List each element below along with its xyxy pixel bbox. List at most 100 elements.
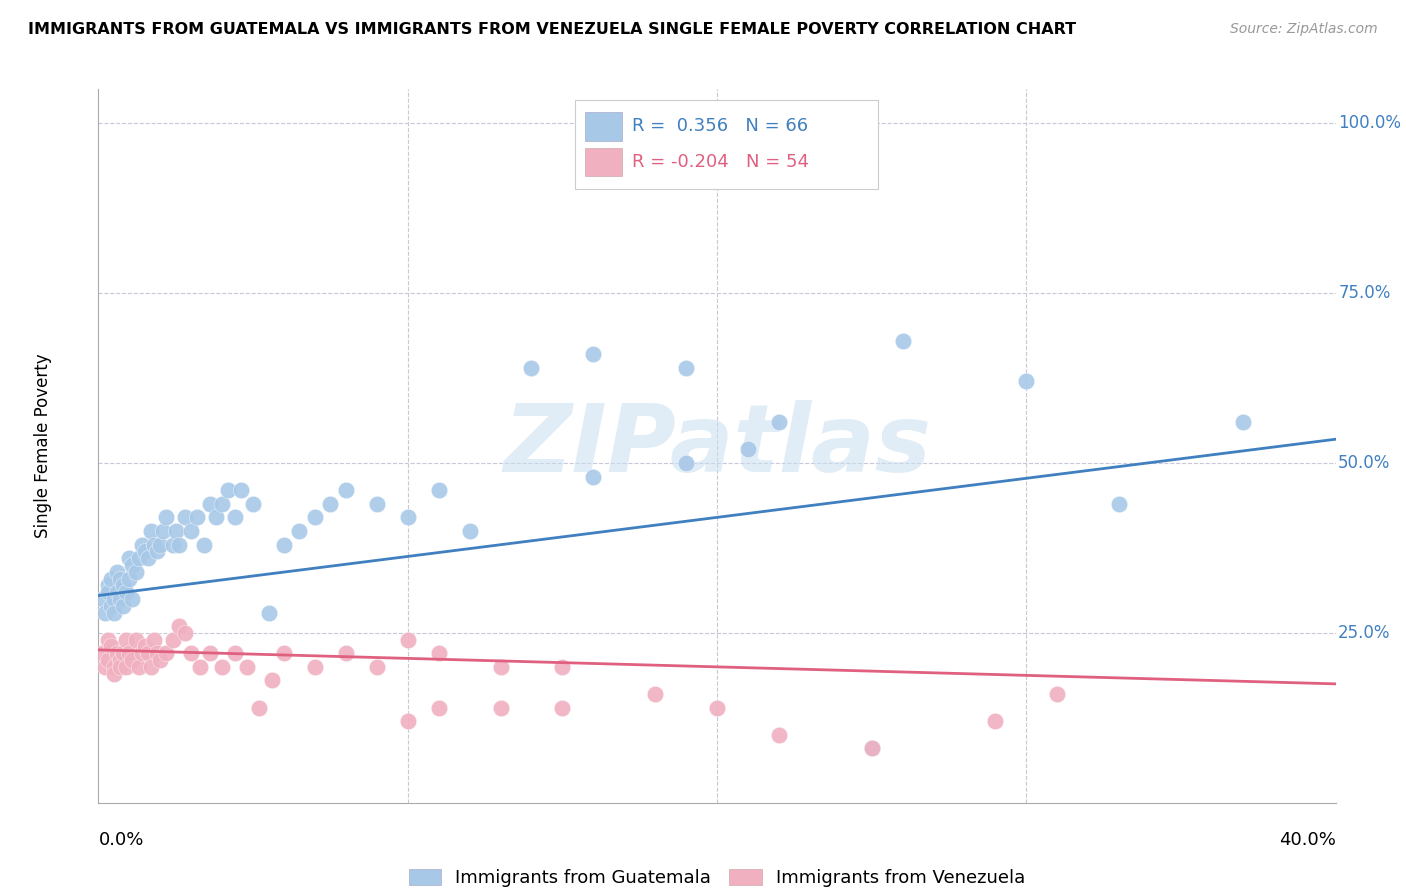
FancyBboxPatch shape [585, 112, 621, 141]
Point [103, 591, 125, 606]
Point [115, 660, 138, 674]
Point [427, 646, 450, 660]
Point [1232, 415, 1254, 429]
Point [162, 537, 184, 551]
Point [174, 510, 197, 524]
Point [97, 632, 120, 647]
Point [427, 483, 450, 498]
Point [198, 646, 221, 660]
Text: Source: ZipAtlas.com: Source: ZipAtlas.com [1230, 22, 1378, 37]
Point [131, 646, 153, 660]
Point [304, 510, 326, 524]
Point [143, 632, 166, 647]
Point [217, 483, 239, 498]
Point [112, 578, 135, 592]
Point [105, 565, 128, 579]
Point [93, 606, 115, 620]
Point [768, 415, 790, 429]
Point [121, 591, 143, 606]
Point [162, 632, 184, 647]
Point [644, 687, 666, 701]
Point [366, 497, 388, 511]
Text: 75.0%: 75.0% [1339, 284, 1391, 302]
Point [108, 660, 131, 674]
Point [582, 469, 605, 483]
Point [706, 700, 728, 714]
Point [100, 572, 122, 586]
Point [112, 646, 135, 660]
Point [149, 653, 172, 667]
Point [1015, 375, 1038, 389]
Point [124, 565, 146, 579]
Point [1108, 497, 1130, 511]
Point [247, 700, 270, 714]
Text: R = -0.204   N = 54: R = -0.204 N = 54 [631, 153, 808, 171]
Point [103, 606, 125, 620]
Point [211, 497, 233, 511]
Point [335, 646, 357, 660]
Point [737, 442, 759, 457]
Point [427, 700, 450, 714]
Point [136, 551, 159, 566]
Point [860, 741, 883, 756]
Point [236, 660, 259, 674]
Point [139, 524, 162, 538]
Point [108, 653, 131, 667]
Point [139, 660, 162, 674]
Point [118, 646, 141, 660]
Point [304, 660, 326, 674]
Point [520, 360, 543, 375]
Point [319, 497, 342, 511]
Point [224, 646, 246, 660]
Text: 0.0%: 0.0% [98, 831, 143, 849]
Point [165, 524, 187, 538]
Point [108, 572, 131, 586]
Point [260, 673, 283, 688]
Point [273, 537, 295, 551]
Point [105, 646, 128, 660]
Point [134, 544, 156, 558]
Point [335, 483, 357, 498]
Point [224, 510, 246, 524]
Text: ZIPatlas: ZIPatlas [503, 400, 931, 492]
Point [146, 646, 169, 660]
Text: 100.0%: 100.0% [1339, 114, 1402, 132]
Point [90, 591, 112, 606]
Point [675, 456, 697, 470]
Text: 25.0%: 25.0% [1339, 624, 1391, 642]
Point [121, 653, 143, 667]
Point [155, 510, 177, 524]
Point [118, 551, 141, 566]
Point [984, 714, 1007, 729]
Point [97, 653, 120, 667]
Point [211, 660, 233, 674]
Point [205, 510, 228, 524]
Point [128, 660, 150, 674]
Text: 40.0%: 40.0% [1279, 831, 1336, 849]
Point [100, 640, 122, 654]
FancyBboxPatch shape [585, 148, 621, 177]
Point [273, 646, 295, 660]
Point [131, 537, 153, 551]
Point [193, 537, 215, 551]
Point [146, 544, 169, 558]
Point [458, 524, 481, 538]
Point [93, 660, 115, 674]
Point [143, 537, 166, 551]
Text: R =  0.356   N = 66: R = 0.356 N = 66 [631, 118, 808, 136]
Point [152, 524, 174, 538]
Point [891, 334, 914, 348]
Point [97, 585, 120, 599]
Point [288, 524, 311, 538]
Point [489, 660, 512, 674]
Point [121, 558, 143, 572]
Point [198, 497, 221, 511]
Point [118, 572, 141, 586]
Point [396, 632, 419, 647]
Point [1046, 687, 1069, 701]
Point [489, 700, 512, 714]
Point [167, 537, 190, 551]
Text: 50.0%: 50.0% [1339, 454, 1391, 472]
Point [396, 510, 419, 524]
Point [124, 632, 146, 647]
